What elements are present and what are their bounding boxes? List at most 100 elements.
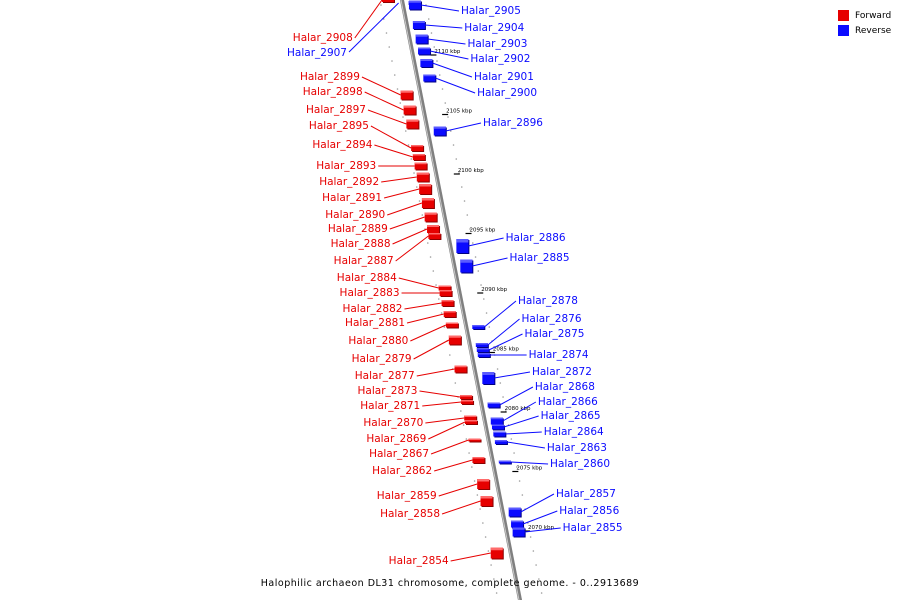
gene-body: [477, 353, 490, 357]
guide-dot: [443, 326, 446, 328]
guide-dot: [513, 452, 515, 454]
gene-highlight: [438, 285, 451, 287]
guide-dot: [430, 32, 433, 34]
gene-body: [475, 343, 488, 347]
scale-label: 2085 kbp: [493, 347, 519, 353]
callout-line: [404, 302, 442, 310]
callout-line: [374, 144, 414, 158]
gene-highlight: [494, 440, 507, 442]
gene-highlight: [408, 0, 421, 3]
guide-dot: [484, 536, 487, 538]
gene-body: [490, 547, 503, 559]
gene-highlight: [464, 415, 477, 417]
gene-highlight: [475, 343, 488, 345]
callout-line: [354, 0, 383, 39]
gene-body: [403, 105, 416, 115]
gene-body: [448, 335, 461, 345]
gene-highlight: [461, 400, 474, 402]
gene-highlight: [441, 300, 454, 302]
guide-dot: [421, 214, 424, 216]
callout-line: [450, 552, 491, 562]
callout-line: [361, 76, 401, 96]
gene-label-halar-2905: Halar_2905: [461, 5, 521, 17]
guide-dot: [510, 438, 513, 440]
gene-body: [420, 59, 433, 67]
callout-line: [503, 415, 539, 428]
gene-label-halar-2896: Halar_2896: [483, 117, 543, 129]
gene-label-halar-2865: Halar_2865: [541, 410, 601, 422]
callout-line: [429, 50, 469, 60]
gene-body: [464, 415, 477, 421]
guide-dot: [487, 550, 490, 552]
callout-line: [445, 122, 482, 132]
gene-highlight: [472, 457, 485, 459]
guide-dot: [496, 368, 499, 370]
gene-highlight: [480, 496, 493, 499]
gene-highlight: [428, 233, 441, 235]
callout-line: [416, 368, 455, 377]
callout-line: [438, 483, 478, 497]
gene-highlight: [477, 479, 490, 482]
guide-dot: [426, 242, 429, 244]
gene-label-halar-2859: Halar_2859: [377, 490, 437, 502]
gene-highlight: [421, 198, 434, 201]
gene-highlight: [439, 290, 452, 292]
guide-dot: [385, 32, 388, 34]
guide-dot: [399, 102, 402, 104]
guide-dot: [441, 88, 444, 90]
gene-body: [445, 322, 458, 328]
gene-highlight: [487, 402, 500, 404]
gene-body: [411, 145, 424, 151]
callout-line: [441, 500, 481, 515]
callout-line: [428, 421, 466, 440]
callout-line: [364, 91, 404, 111]
gene-highlight: [412, 21, 425, 23]
guide-dot: [482, 522, 484, 524]
gene-body: [461, 400, 474, 404]
gene-highlight: [433, 126, 446, 129]
gene-highlight: [472, 325, 485, 327]
guide-dot: [529, 536, 532, 538]
guide-dot: [499, 382, 502, 384]
gene-body: [477, 479, 490, 489]
gene-highlight: [464, 420, 477, 422]
gene-body: [406, 119, 419, 129]
gene-body: [460, 395, 473, 399]
scale-label: 2075 kbp: [516, 466, 542, 472]
gene-body: [490, 417, 503, 425]
guide-dot: [485, 312, 488, 314]
guide-dot: [404, 130, 407, 132]
guide-dot: [449, 130, 452, 132]
callout-line: [488, 333, 523, 351]
callout-line: [432, 62, 473, 78]
callout-line: [367, 109, 407, 125]
callout-line: [483, 300, 517, 328]
guide-dot: [532, 550, 535, 552]
scale-label: 2070 kbp: [528, 525, 554, 531]
scale-label: 2095 kbp: [470, 228, 496, 234]
gene-body: [480, 496, 493, 506]
reverse-swatch: [838, 25, 849, 36]
gene-highlight: [420, 59, 433, 61]
gene-body: [415, 34, 428, 44]
callout-line: [410, 324, 447, 342]
gene-body: [512, 527, 525, 537]
gene-highlight: [454, 365, 467, 368]
gene-label-halar-2903: Halar_2903: [467, 38, 527, 50]
gene-body: [416, 172, 429, 182]
gene-highlight: [493, 431, 506, 433]
gene-body: [438, 285, 451, 291]
guide-dot: [463, 200, 466, 202]
gene-label-halar-2860: Halar_2860: [550, 458, 610, 470]
callout-line: [420, 4, 460, 12]
genome-caption: Halophilic archaeon DL31 chromosome, com…: [260, 578, 640, 589]
gene-label-halar-2878: Halar_2878: [518, 295, 578, 307]
gene-highlight: [411, 145, 424, 147]
guide-dot: [535, 564, 537, 566]
guide-dot: [469, 228, 471, 230]
gene-label-halar-2858: Halar_2858: [380, 508, 440, 520]
gene-label-halar-2883: Halar_2883: [340, 287, 400, 299]
guide-dot: [449, 354, 451, 356]
callout-line: [389, 216, 425, 230]
gene-highlight: [406, 119, 419, 122]
